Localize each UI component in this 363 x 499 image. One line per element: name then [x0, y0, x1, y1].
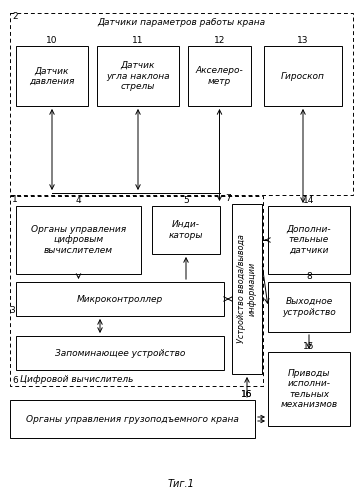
Text: 14: 14	[303, 196, 315, 205]
Text: 16: 16	[241, 390, 252, 399]
Text: Микроконтроллер: Микроконтроллер	[77, 294, 163, 303]
Bar	[16, 336, 224, 370]
Bar	[16, 46, 88, 106]
Text: Инди-
каторы: Инди- каторы	[169, 220, 203, 240]
Text: 10: 10	[46, 36, 58, 45]
Text: 8: 8	[306, 272, 312, 281]
Text: 3: 3	[9, 306, 15, 315]
Text: 6: 6	[12, 376, 18, 385]
Text: 15: 15	[303, 342, 315, 351]
Text: Выходное
устройство: Выходное устройство	[282, 297, 336, 317]
Text: Приводы
исполни-
тельных
механизмов: Приводы исполни- тельных механизмов	[281, 369, 338, 409]
Text: 13: 13	[297, 36, 309, 45]
Bar	[188, 46, 251, 106]
Text: Датчик
давления: Датчик давления	[29, 66, 75, 86]
Text: Устройство ввода/вывода
информации: Устройство ввода/вывода информации	[237, 235, 257, 343]
Text: 11: 11	[132, 36, 144, 45]
Text: 16: 16	[241, 390, 252, 399]
Bar	[268, 206, 350, 274]
Text: Запоминающее устройство: Запоминающее устройство	[55, 348, 185, 357]
Text: 7: 7	[225, 194, 231, 203]
Text: Датчики параметров работы крана: Датчики параметров работы крана	[97, 18, 266, 27]
Bar	[16, 282, 224, 316]
Bar	[10, 196, 263, 386]
Bar	[268, 352, 350, 426]
Text: 1: 1	[12, 195, 18, 204]
Text: 12: 12	[214, 36, 225, 45]
Text: Датчик
угла наклона
стрелы: Датчик угла наклона стрелы	[106, 61, 170, 91]
Text: Цифровой вычислитель: Цифровой вычислитель	[20, 375, 133, 384]
Text: Дополни-
тельные
датчики: Дополни- тельные датчики	[287, 225, 331, 255]
Bar	[10, 400, 255, 438]
Text: Τиг.1: Τиг.1	[168, 479, 195, 489]
Bar	[232, 204, 262, 374]
Text: 4: 4	[76, 196, 81, 205]
Text: Акселеро-
метр: Акселеро- метр	[196, 66, 243, 86]
Text: Гироскоп: Гироскоп	[281, 71, 325, 80]
Bar	[97, 46, 179, 106]
Bar	[264, 46, 342, 106]
Text: 5: 5	[183, 196, 189, 205]
Text: 2: 2	[12, 12, 18, 21]
Text: Органы управления
цифровым
вычислителем: Органы управления цифровым вычислителем	[31, 225, 126, 255]
Bar	[152, 206, 220, 254]
Bar	[10, 13, 353, 195]
Text: Органы управления грузоподъемного крана: Органы управления грузоподъемного крана	[26, 415, 239, 424]
Bar	[16, 206, 141, 274]
Bar	[268, 282, 350, 332]
